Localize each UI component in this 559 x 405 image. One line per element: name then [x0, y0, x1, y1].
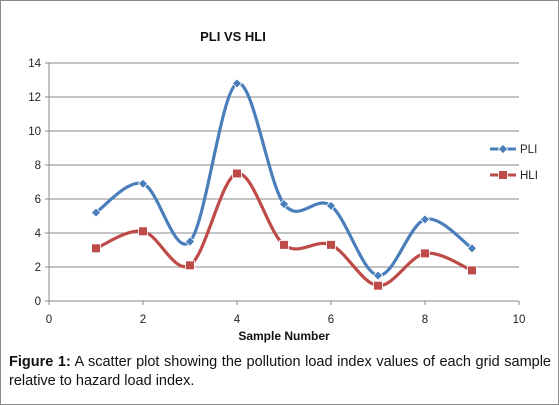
y-tick-label-4: 8	[35, 160, 41, 172]
x-tick-label-1: 2	[140, 314, 146, 326]
series-line-hli	[95, 171, 473, 288]
data-point-pli-4	[231, 78, 243, 89]
y-tick-label-2: 4	[35, 228, 42, 240]
legend-label-pli: PLI	[520, 144, 537, 156]
series-hli	[91, 168, 477, 291]
data-point-hli-4	[232, 168, 242, 179]
y-tick-label-7: 14	[28, 58, 41, 70]
data-point-pli-2	[137, 178, 149, 189]
data-point-hli-7	[373, 280, 383, 291]
series-pli	[90, 78, 478, 281]
series-line-pli	[95, 81, 473, 278]
data-point-hli-2	[138, 226, 148, 237]
data-point-pli-7	[372, 270, 384, 281]
data-point-pli-8	[419, 214, 431, 225]
data-point-hli-9	[467, 265, 477, 276]
data-point-pli-6	[325, 200, 337, 211]
tick-labels: 0 2 4 6 8 10 12 14 0 2 4 6 8 10	[28, 58, 525, 326]
caption-label: Figure 1:	[9, 354, 71, 370]
legend-marker-hli	[498, 170, 508, 180]
x-tick-label-5: 10	[513, 314, 526, 326]
legend: PLI HLI	[490, 143, 538, 182]
data-point-hli-8	[420, 248, 430, 259]
y-tick-label-3: 6	[35, 194, 41, 206]
y-tick-label-1: 2	[35, 262, 41, 274]
data-point-pli-3	[184, 236, 196, 247]
data-point-pli-1	[90, 207, 102, 218]
data-point-hli-5	[279, 240, 289, 250]
data-point-hli-3	[185, 260, 195, 271]
legend-label-hli: HLI	[520, 170, 538, 182]
data-point-pli-9	[466, 243, 478, 254]
data-point-hli-1	[91, 243, 101, 254]
chart-title: PLI VS HLI	[200, 29, 266, 44]
axes	[45, 62, 520, 305]
x-axis-label: Sample Number	[238, 329, 330, 343]
y-tick-label-0: 0	[35, 296, 41, 308]
x-tick-label-4: 8	[422, 314, 428, 326]
data-point-hli-6	[326, 240, 336, 250]
legend-item-pli: PLI	[490, 143, 537, 156]
y-tick-label-5: 10	[28, 126, 41, 138]
data-point-pli-5	[278, 198, 290, 210]
y-tick-label-6: 12	[28, 92, 41, 104]
legend-marker-pli	[497, 143, 509, 155]
x-tick-label-2: 4	[234, 314, 241, 326]
x-tick-label-0: 0	[46, 314, 52, 326]
chart: PLI VS HLI 0 2 4 6 8 10 12 14 0 2 4 6 8 10 Sample Num…	[28, 29, 538, 343]
series-layer	[90, 78, 478, 291]
caption-text: A scatter plot showing the pollution loa…	[9, 354, 552, 389]
figure-caption: Figure 1: A scatter plot showing the pol…	[9, 353, 551, 391]
legend-item-hli: HLI	[490, 170, 538, 182]
x-tick-label-3: 6	[328, 314, 334, 326]
